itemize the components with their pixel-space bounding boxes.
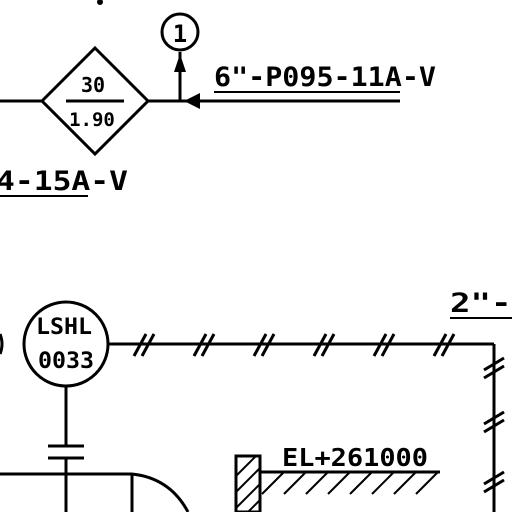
lower-left-line-label: 4-15A-V — [0, 166, 128, 197]
connector-label: 1 — [173, 20, 187, 48]
elevation-marker: EL+261000 — [234, 443, 440, 514]
upper-flow-arrow — [184, 93, 200, 109]
vessel-outline — [0, 472, 190, 513]
instrument-tag-line1: LSHL — [36, 315, 92, 340]
diamond-symbol: 30 1.90 — [39, 45, 151, 157]
signal-line-label: 2"-E — [450, 288, 512, 319]
signal-line — [108, 333, 505, 512]
elevation-label: EL+261000 — [282, 443, 428, 472]
left-edge-arc — [0, 333, 4, 355]
connector-line — [174, 52, 186, 101]
instrument-connection — [48, 386, 84, 512]
diamond-bottom-text: 1.90 — [69, 109, 115, 131]
connector-symbol: 1 — [160, 12, 200, 52]
upper-line-label: 6"-P095-11A-V — [214, 62, 436, 93]
instrument-tag-line2: 0033 — [38, 349, 94, 374]
instrument-bubble: LSHL 0033 — [22, 300, 110, 388]
diamond-top-text: 30 — [81, 73, 105, 97]
